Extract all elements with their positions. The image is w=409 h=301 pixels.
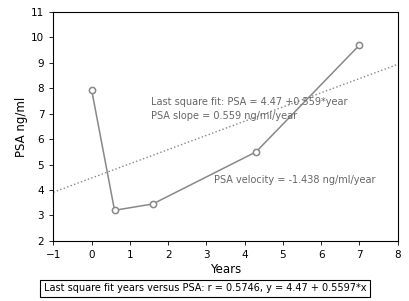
Text: PSA velocity = -1.438 ng/ml/year: PSA velocity = -1.438 ng/ml/year (213, 175, 375, 185)
Y-axis label: PSA ng/ml: PSA ng/ml (15, 96, 28, 157)
Text: Last square fit: PSA = 4.47 +0.559*year
PSA slope = 0.559 ng/ml/year: Last square fit: PSA = 4.47 +0.559*year … (151, 97, 346, 121)
X-axis label: Years: Years (209, 262, 240, 276)
Text: Last square fit years versus PSA: r = 0.5746, y = 4.47 + 0.5597*x: Last square fit years versus PSA: r = 0.… (44, 284, 365, 293)
